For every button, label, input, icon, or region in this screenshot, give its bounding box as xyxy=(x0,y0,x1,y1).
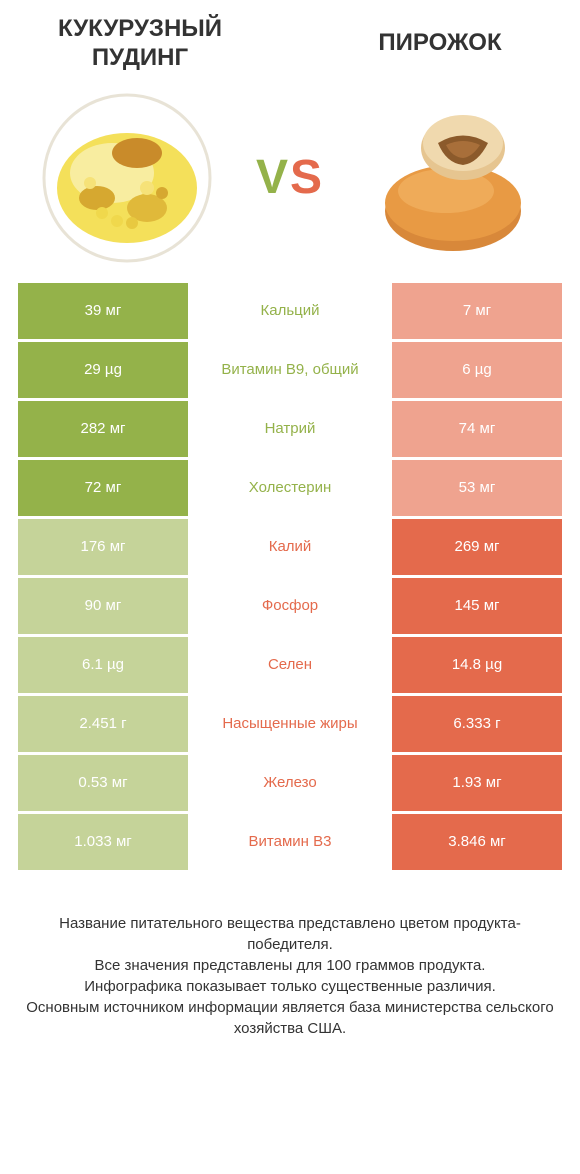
value-left: 282 мг xyxy=(18,401,188,457)
table-row: 90 мгФосфор145 мг xyxy=(18,578,562,634)
vs-v: V xyxy=(256,151,290,204)
nutrient-label: Калий xyxy=(188,519,392,575)
nutrient-label: Насыщенные жиры xyxy=(188,696,392,752)
value-left: 0.53 мг xyxy=(18,755,188,811)
value-right: 145 мг xyxy=(392,578,562,634)
nutrient-label: Натрий xyxy=(188,401,392,457)
table-row: 176 мгКалий269 мг xyxy=(18,519,562,575)
value-left: 72 мг xyxy=(18,460,188,516)
table-row: 2.451 гНасыщенные жиры6.333 г xyxy=(18,696,562,752)
table-row: 0.53 мгЖелезо1.93 мг xyxy=(18,755,562,811)
vs-label: VS xyxy=(256,150,324,205)
food-image-left xyxy=(42,93,212,263)
value-right: 53 мг xyxy=(392,460,562,516)
nutrient-label: Холестерин xyxy=(188,460,392,516)
table-row: 282 мгНатрий74 мг xyxy=(18,401,562,457)
footer-line-4: Основным источником информации является … xyxy=(25,997,555,1039)
nutrient-label: Витамин B3 xyxy=(188,814,392,870)
table-row: 29 µgВитамин B9, общий6 µg xyxy=(18,342,562,398)
food-image-right xyxy=(368,93,538,263)
nutrient-label: Кальций xyxy=(188,283,392,339)
nutrient-label: Фосфор xyxy=(188,578,392,634)
value-left: 176 мг xyxy=(18,519,188,575)
nutrient-label: Селен xyxy=(188,637,392,693)
footer: Название питательного вещества представл… xyxy=(0,873,580,1039)
vs-s: S xyxy=(290,151,324,204)
value-left: 29 µg xyxy=(18,342,188,398)
value-left: 1.033 мг xyxy=(18,814,188,870)
value-right: 7 мг xyxy=(392,283,562,339)
value-left: 2.451 г xyxy=(18,696,188,752)
nutrient-label: Железо xyxy=(188,755,392,811)
value-left: 39 мг xyxy=(18,283,188,339)
header: КУКУРУЗНЫЙ ПУДИНГ ПИРОЖОК xyxy=(0,0,580,83)
table-row: 72 мгХолестерин53 мг xyxy=(18,460,562,516)
footer-line-1: Название питательного вещества представл… xyxy=(25,913,555,955)
value-right: 6.333 г xyxy=(392,696,562,752)
table-row: 1.033 мгВитамин B33.846 мг xyxy=(18,814,562,870)
value-left: 90 мг xyxy=(18,578,188,634)
footer-line-2: Все значения представлены для 100 граммо… xyxy=(25,955,555,976)
table-row: 39 мгКальций7 мг xyxy=(18,283,562,339)
value-right: 14.8 µg xyxy=(392,637,562,693)
value-left: 6.1 µg xyxy=(18,637,188,693)
value-right: 1.93 мг xyxy=(392,755,562,811)
comparison-table: 39 мгКальций7 мг29 µgВитамин B9, общий6 … xyxy=(0,283,580,870)
value-right: 74 мг xyxy=(392,401,562,457)
image-row: VS xyxy=(0,83,580,283)
value-right: 3.846 мг xyxy=(392,814,562,870)
value-right: 269 мг xyxy=(392,519,562,575)
footer-line-3: Инфографика показывает только существенн… xyxy=(25,976,555,997)
value-right: 6 µg xyxy=(392,342,562,398)
title-left: КУКУРУЗНЫЙ ПУДИНГ xyxy=(30,15,250,73)
table-row: 6.1 µgСелен14.8 µg xyxy=(18,637,562,693)
nutrient-label: Витамин B9, общий xyxy=(188,342,392,398)
title-right: ПИРОЖОК xyxy=(330,29,550,58)
